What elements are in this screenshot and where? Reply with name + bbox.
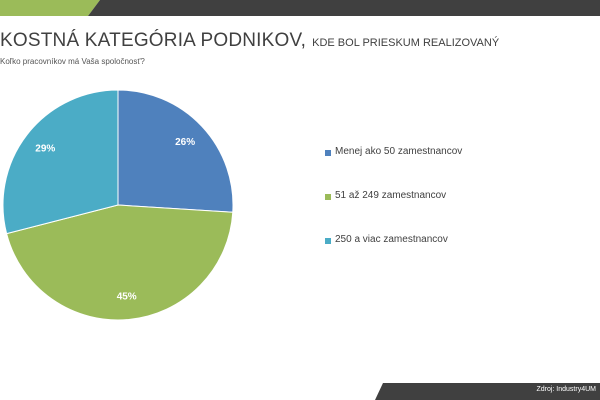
data-label-51-249: 45% bbox=[117, 292, 137, 303]
legend-label-51-249: 51 až 249 zamestnancov bbox=[335, 190, 447, 201]
pie-slice-250-plus bbox=[2, 89, 119, 235]
data-label-under-50: 26% bbox=[175, 137, 195, 148]
title-sub: KDE BOL PRIESKUM REALIZOVANÝ bbox=[312, 37, 500, 49]
top-banner bbox=[0, 0, 600, 16]
source-note: Zdroj: Industry4UM bbox=[536, 386, 596, 393]
legend-swatch-250-plus bbox=[325, 238, 331, 244]
top-banner-dark-segment bbox=[88, 0, 600, 16]
survey-question: Koľko pracovníkov má Vaša spoločnosť? bbox=[0, 57, 145, 66]
page-title: KOSTNÁ KATEGÓRIA PODNIKOV, KDE BOL PRIESK… bbox=[0, 30, 499, 52]
legend-swatch-51-249 bbox=[325, 194, 331, 200]
title-main: KOSTNÁ KATEGÓRIA PODNIKOV, bbox=[0, 30, 307, 51]
pie-slice-51-249 bbox=[6, 204, 234, 321]
data-label-250-plus: 29% bbox=[35, 144, 55, 155]
bottom-banner-dark-segment bbox=[375, 383, 600, 400]
legend-label-under-50: Menej ako 50 zamestnancov bbox=[335, 146, 463, 157]
legend-swatch-under-50 bbox=[325, 150, 331, 156]
top-banner-green-segment bbox=[0, 0, 100, 16]
pie-slice-under-50 bbox=[117, 89, 234, 213]
legend-label-250-plus: 250 a viac zamestnancov bbox=[335, 234, 448, 245]
bottom-banner bbox=[0, 383, 600, 400]
